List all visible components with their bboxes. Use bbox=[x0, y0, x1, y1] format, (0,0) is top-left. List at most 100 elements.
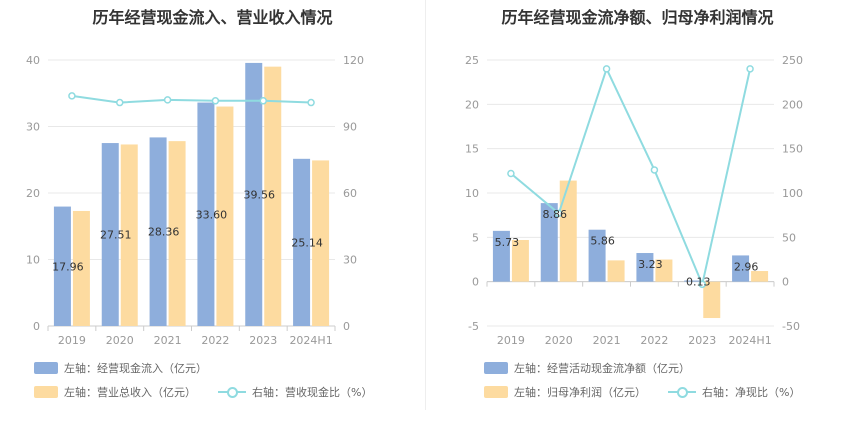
ratio-line-point bbox=[746, 65, 754, 73]
left-axis-tick-label: 0 bbox=[472, 276, 479, 289]
legend-item-cash-inflow[interactable]: 左轴：经营现金流入（亿元） bbox=[34, 360, 207, 376]
x-axis-tick-label: 2019 bbox=[58, 334, 86, 347]
x-axis-tick-label: 2023 bbox=[688, 334, 716, 347]
ratio-line-point bbox=[555, 209, 563, 218]
bar-series-1 bbox=[684, 280, 702, 282]
left-axis-tick-label: 25 bbox=[465, 54, 479, 67]
bar-series-1 bbox=[197, 102, 215, 326]
x-axis-tick-label: 2023 bbox=[249, 334, 277, 347]
panel-divider bbox=[425, 0, 426, 410]
legend-item-net-profit[interactable]: 左轴：归母净利润（亿元） bbox=[484, 384, 646, 400]
bar-series-2 bbox=[559, 180, 577, 282]
bar-data-label: 5.86 bbox=[590, 235, 615, 248]
bar-data-label: 5.73 bbox=[495, 236, 520, 249]
left-axis-tick-label: 15 bbox=[465, 143, 479, 156]
legend-swatch-blue bbox=[484, 362, 508, 374]
bar-series-2 bbox=[511, 239, 529, 282]
legend-line-marker-icon bbox=[668, 386, 696, 398]
ratio-line-point bbox=[68, 92, 76, 100]
bar-series-2 bbox=[703, 281, 721, 319]
chart-cash-inflow-revenue: 0 10 20 30 40 0 30 60 90 120 2019 2020 2021 2022 2023 2… bbox=[26, 54, 364, 347]
right-axis-tick-label: 200 bbox=[782, 98, 803, 111]
chart-title: 历年经营现金流净额、归母净利润情况 bbox=[501, 8, 774, 27]
legend-item-cash-ratio[interactable]: 右轴：营收现金比（%） bbox=[218, 384, 372, 400]
legend-item-revenue[interactable]: 左轴：营业总收入（亿元） bbox=[34, 384, 196, 400]
ratio-line-point bbox=[116, 98, 124, 107]
x-axis-tick-label: 2021 bbox=[593, 334, 621, 347]
chart-title: 历年经营现金流入、营业收入情况 bbox=[92, 8, 333, 27]
legend-line-marker-icon bbox=[218, 386, 246, 398]
bar-series-1 bbox=[293, 158, 311, 326]
x-axis-tick-label: 2024H1 bbox=[289, 334, 332, 347]
right-axis-tick-label: 250 bbox=[782, 54, 803, 67]
bar-series-1 bbox=[245, 62, 263, 327]
bar-series-2 bbox=[168, 141, 186, 326]
left-axis-tick-label: 20 bbox=[465, 98, 479, 111]
bar-data-label: 0.13 bbox=[686, 276, 711, 289]
bar-series-1 bbox=[492, 230, 510, 282]
x-axis-tick-label: 2022 bbox=[640, 334, 668, 347]
bar-data-label: 33.60 bbox=[196, 208, 228, 221]
legend-label: 左轴：营业总收入（亿元） bbox=[64, 386, 196, 399]
bar-series-2 bbox=[264, 66, 282, 327]
legend-item-net-cash[interactable]: 左轴：经营活动现金流净额（亿元） bbox=[484, 360, 690, 376]
ratio-line-point bbox=[602, 65, 611, 73]
ratio-line-point bbox=[507, 169, 515, 178]
x-axis-tick-label: 2021 bbox=[154, 334, 182, 347]
x-axis-tick-label: 2020 bbox=[106, 334, 134, 347]
left-axis-tick-label: 10 bbox=[465, 187, 479, 200]
bar-series-2 bbox=[72, 210, 90, 326]
bar-series-2 bbox=[751, 271, 769, 282]
bar-data-label: 39.56 bbox=[244, 188, 276, 201]
left-axis-tick-label: 0 bbox=[33, 320, 40, 333]
left-axis-tick-label: 5 bbox=[472, 231, 479, 244]
left-axis-tick-label: 30 bbox=[26, 121, 40, 134]
legend-swatch-blue bbox=[34, 362, 58, 374]
bar-series-1 bbox=[53, 206, 71, 326]
legend-item-net-cash-ratio[interactable]: 右轴：净现比（%） bbox=[668, 384, 800, 400]
bar-series-1 bbox=[540, 203, 558, 282]
legend-label: 左轴：经营活动现金流净额（亿元） bbox=[514, 362, 690, 375]
right-axis-tick-label: -50 bbox=[782, 320, 800, 333]
ratio-line-point bbox=[163, 96, 172, 104]
legend-label: 左轴：归母净利润（亿元） bbox=[514, 386, 646, 399]
chart-panel-net-cash: 历年经营现金流净额、归母净利润情况 -5 0 5 10 15 20 25 -50 0 50 100 1… bbox=[425, 0, 850, 437]
right-axis-tick-label: 30 bbox=[343, 254, 357, 267]
bar-data-label: 3.23 bbox=[638, 258, 663, 271]
x-axis-tick-label: 2022 bbox=[201, 334, 229, 347]
x-axis-tick-label: 2020 bbox=[545, 334, 573, 347]
ratio-line-point bbox=[259, 97, 267, 105]
left-axis-tick-label: 40 bbox=[26, 54, 40, 67]
right-axis-tick-label: 90 bbox=[343, 121, 357, 134]
ratio-line bbox=[510, 66, 752, 288]
bar-series-2 bbox=[607, 260, 625, 282]
x-axis-tick-label: 2024H1 bbox=[728, 334, 771, 347]
bar-series-2 bbox=[312, 160, 330, 326]
bar-data-label: 28.36 bbox=[148, 226, 180, 239]
bar-series-2 bbox=[655, 259, 673, 282]
left-axis-tick-label: -5 bbox=[468, 320, 479, 333]
right-axis-tick-label: 150 bbox=[782, 143, 803, 156]
bar-series-2 bbox=[120, 144, 138, 326]
bar-data-label: 8.86 bbox=[543, 208, 568, 221]
ratio-line-point bbox=[698, 280, 706, 289]
bar-data-label: 25.14 bbox=[291, 236, 323, 249]
legend-label: 右轴：净现比（%） bbox=[702, 386, 801, 399]
bar-series-1 bbox=[101, 143, 119, 326]
bar-series-2 bbox=[216, 106, 234, 326]
legend-label: 左轴：经营现金流入（亿元） bbox=[64, 362, 207, 375]
left-axis-tick-label: 20 bbox=[26, 187, 40, 200]
bar-series-1 bbox=[636, 253, 654, 282]
right-axis-tick-label: 120 bbox=[343, 54, 364, 67]
right-axis-tick-label: 60 bbox=[343, 187, 357, 200]
ratio-line-point bbox=[650, 166, 659, 174]
legend-label: 右轴：营收现金比（%） bbox=[252, 386, 373, 399]
right-axis-tick-label: 50 bbox=[782, 231, 796, 244]
right-axis-tick-label: 100 bbox=[782, 187, 803, 200]
legend-swatch-orange bbox=[484, 386, 508, 398]
ratio-line-point bbox=[307, 98, 315, 107]
bar-series-1 bbox=[588, 229, 606, 282]
chart-panel-cash-inflow: 历年经营现金流入、营业收入情况 0 10 20 30 40 0 30 60 90 120 2019 2… bbox=[26, 8, 372, 400]
right-axis-tick-label: 0 bbox=[343, 320, 350, 333]
